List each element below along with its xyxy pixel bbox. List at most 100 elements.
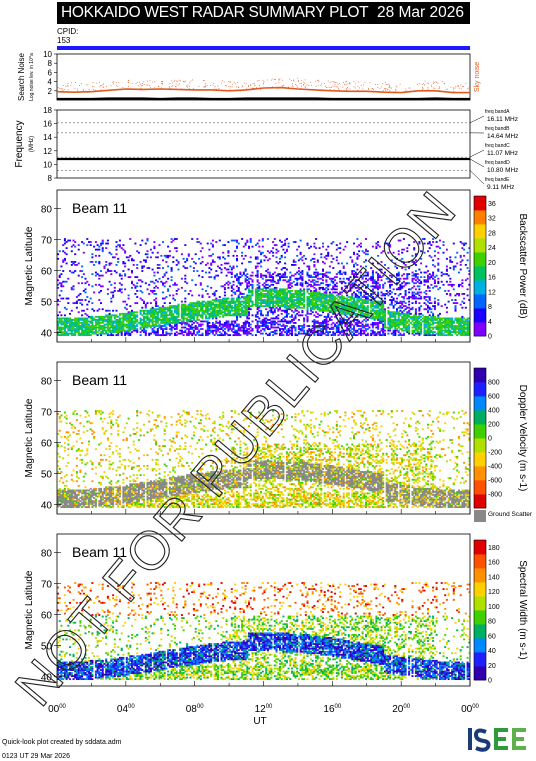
scatter-cell bbox=[378, 320, 381, 323]
scatter-cell bbox=[356, 322, 359, 324]
scatter-cell bbox=[84, 277, 87, 280]
scatter-cell bbox=[334, 297, 337, 300]
scatter-cell bbox=[392, 332, 395, 335]
scatter-cell bbox=[334, 309, 337, 312]
scatter-cell bbox=[385, 293, 388, 295]
sky-noise-dot bbox=[353, 81, 355, 83]
scatter-cell bbox=[311, 296, 314, 298]
scatter-cell bbox=[297, 270, 300, 272]
scatter-cell bbox=[285, 276, 288, 279]
scatter-cell bbox=[397, 306, 400, 309]
sky-noise-dot bbox=[325, 85, 326, 87]
scatter-cell bbox=[399, 305, 402, 308]
scatter-cell bbox=[279, 276, 282, 279]
scatter-cell bbox=[275, 315, 278, 318]
sky-noise-dot bbox=[153, 81, 155, 83]
scatter-cell bbox=[201, 294, 204, 297]
scatter-cell bbox=[153, 326, 156, 329]
scatter-cell bbox=[325, 334, 328, 337]
scatter-cell bbox=[89, 328, 92, 330]
sky-noise-dot bbox=[421, 84, 423, 85]
scatter-cell bbox=[62, 323, 65, 326]
scatter-cell bbox=[175, 293, 178, 295]
scatter-cell bbox=[174, 315, 177, 318]
cpid-value: 153 bbox=[57, 36, 71, 45]
scatter-cell bbox=[96, 244, 99, 247]
scatter-cell bbox=[292, 294, 295, 297]
scatter-cell bbox=[194, 302, 197, 305]
scatter-cell bbox=[177, 309, 180, 312]
scatter-cell bbox=[375, 303, 378, 306]
scatter-cell bbox=[210, 312, 213, 315]
scatter-cell bbox=[251, 283, 254, 286]
scatter-cell bbox=[359, 276, 362, 279]
scatter-cell bbox=[69, 332, 72, 335]
scatter-cell bbox=[186, 319, 189, 321]
scatter-cell bbox=[328, 303, 331, 306]
scatter-cell bbox=[210, 315, 213, 318]
scatter-cell bbox=[394, 311, 397, 314]
sky-noise-dot bbox=[454, 91, 456, 93]
scatter-cell bbox=[353, 334, 356, 337]
scatter-cell bbox=[260, 251, 263, 254]
scatter-cell bbox=[210, 300, 213, 303]
scatter-cell bbox=[303, 332, 306, 335]
sky-noise-dot bbox=[291, 80, 293, 82]
scatter-cell bbox=[377, 305, 380, 308]
sky-noise-dot bbox=[379, 88, 381, 89]
scatter-cell bbox=[285, 314, 288, 317]
scatter-cell bbox=[316, 334, 319, 337]
scatter-cell bbox=[125, 303, 128, 306]
scatter-cell bbox=[373, 309, 376, 312]
scatter-cell bbox=[237, 311, 240, 314]
scatter-cell bbox=[84, 320, 87, 323]
scatter-cell bbox=[239, 282, 242, 285]
scatter-cell bbox=[260, 332, 263, 335]
scatter-cell bbox=[118, 329, 121, 332]
scatter-cell bbox=[156, 319, 159, 321]
scatter-cell bbox=[318, 273, 321, 276]
scatter-cell bbox=[356, 297, 359, 300]
scatter-cell bbox=[198, 331, 201, 334]
scatter-cell bbox=[380, 251, 383, 254]
scatter-cell bbox=[394, 303, 397, 306]
scatter-cell bbox=[223, 331, 226, 334]
scatter-cell bbox=[297, 259, 300, 262]
scatter-cell bbox=[201, 305, 204, 308]
sky-noise-dot bbox=[371, 88, 373, 89]
scatter-cell bbox=[292, 300, 295, 303]
scatter-cell bbox=[299, 282, 302, 285]
scatter-cell bbox=[229, 326, 232, 329]
scatter-cell bbox=[189, 314, 192, 317]
scatter-cell bbox=[406, 274, 409, 277]
sky-noise-dot bbox=[233, 81, 235, 83]
scatter-cell bbox=[392, 319, 395, 321]
scatter-cell bbox=[361, 325, 364, 327]
scatter-cell bbox=[198, 303, 201, 306]
scatter-cell bbox=[325, 290, 328, 292]
scatter-cell bbox=[315, 294, 318, 297]
scatter-cell bbox=[384, 332, 387, 335]
scatter-cell bbox=[373, 331, 376, 334]
scatter-cell bbox=[377, 314, 380, 317]
scatter-cell bbox=[322, 309, 325, 312]
scatter-cell bbox=[134, 286, 137, 289]
scatter-cell bbox=[118, 325, 121, 327]
scatter-cell bbox=[384, 309, 387, 312]
sky-noise-dot bbox=[372, 88, 374, 90]
scatter-cell bbox=[170, 270, 173, 272]
scatter-cell bbox=[82, 334, 85, 337]
scatter-cell bbox=[392, 251, 395, 254]
scatter-cell bbox=[371, 302, 374, 305]
scatter-cell bbox=[129, 322, 132, 324]
scatter-cell bbox=[384, 312, 387, 315]
scatter-cell bbox=[163, 317, 166, 320]
scatter-cell bbox=[363, 283, 366, 286]
scatter-cell bbox=[156, 280, 159, 283]
sky-noise-dot bbox=[218, 88, 220, 90]
scatter-cell bbox=[106, 242, 109, 245]
scatter-cell bbox=[342, 303, 345, 306]
scatter-cell bbox=[124, 323, 127, 326]
sky-noise-dot bbox=[231, 84, 233, 86]
scatter-cell bbox=[361, 309, 364, 312]
